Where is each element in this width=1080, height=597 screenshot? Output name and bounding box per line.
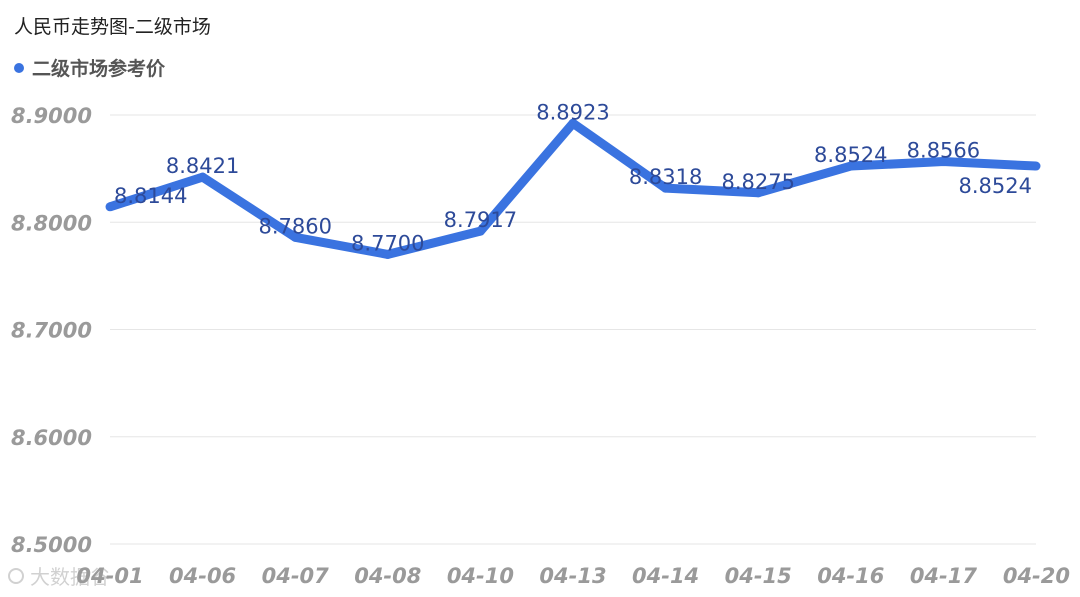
data-label: 8.7860	[258, 214, 331, 238]
data-label: 8.8318	[629, 165, 702, 189]
x-tick-label: 04-17	[910, 564, 978, 588]
x-tick-label: 04-20	[1003, 564, 1070, 588]
x-tick-label: 04-06	[169, 564, 236, 588]
x-tick-label: 04-13	[539, 564, 606, 588]
chart-title: 人民币走势图-二级市场	[14, 16, 211, 38]
data-point	[568, 118, 578, 128]
y-tick-label: 8.5000	[11, 533, 92, 557]
data-label: 8.7917	[444, 208, 517, 232]
x-tick-label: 04-07	[262, 564, 330, 588]
data-label: 8.8524	[959, 174, 1032, 198]
data-point	[661, 183, 671, 193]
legend[interactable]: 二级市场参考价	[14, 54, 165, 81]
data-label: 8.8275	[721, 170, 794, 194]
x-tick-label: 04-15	[725, 564, 792, 588]
data-label: 8.8144	[114, 184, 187, 208]
data-point	[753, 188, 763, 198]
data-label: 8.8566	[907, 139, 980, 163]
data-label: 8.8421	[166, 154, 239, 178]
data-point	[846, 161, 856, 171]
x-tick-label: 04-10	[447, 564, 514, 588]
x-tick-label: 04-01	[76, 564, 143, 588]
x-tick-label: 04-08	[354, 564, 421, 588]
data-point	[1031, 161, 1041, 171]
data-point	[290, 232, 300, 242]
y-tick-label: 8.8000	[11, 211, 92, 235]
watermark: 大数据谷	[8, 561, 110, 590]
watermark-text: 大数据谷	[30, 565, 110, 589]
data-label: 8.8923	[536, 100, 609, 124]
y-tick-label: 8.6000	[11, 426, 92, 450]
data-point	[938, 157, 948, 167]
data-point	[475, 226, 485, 236]
x-tick-label: 04-16	[817, 564, 884, 588]
data-point	[105, 202, 115, 212]
y-tick-label: 8.9000	[11, 104, 92, 128]
x-tick-label: 04-14	[632, 564, 699, 588]
legend-label: 二级市场参考价	[32, 58, 166, 80]
data-point	[198, 172, 208, 182]
data-label: 8.8524	[814, 143, 887, 167]
y-tick-label: 8.7000	[11, 319, 92, 343]
legend-marker	[14, 62, 24, 73]
data-point	[383, 249, 393, 259]
series-line	[108, 118, 1037, 259]
data-label: 8.7700	[351, 231, 424, 255]
watermark-logo-icon	[8, 567, 24, 584]
